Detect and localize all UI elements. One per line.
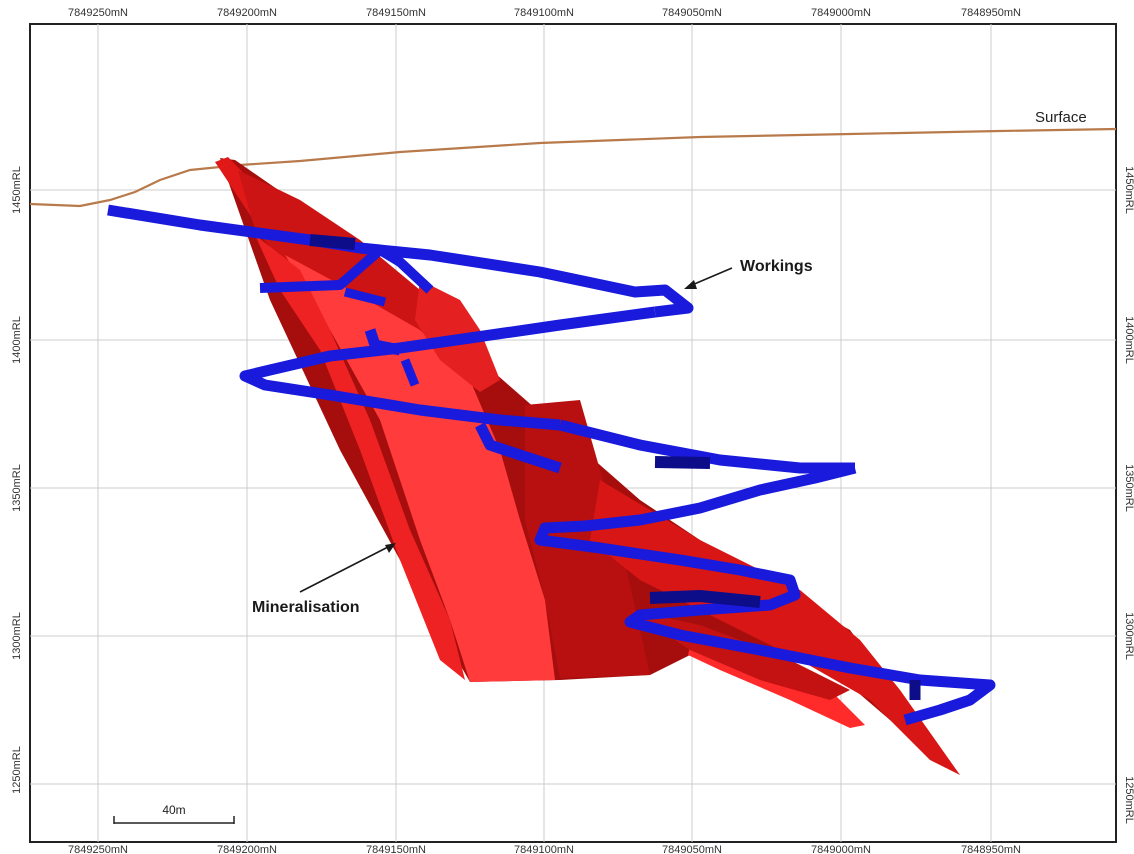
workings-accent-2 (364, 328, 402, 356)
bottom-tick-label: 7849200mN (217, 844, 277, 854)
annotation-arrows (299, 267, 733, 593)
workings-arrow-head (684, 280, 697, 289)
bottom-tick-label: 7849000mN (811, 844, 871, 854)
mineralisation-arrow-head (385, 543, 396, 553)
workings-accent-7 (343, 287, 387, 307)
top-tick-label: 7849150mN (366, 7, 426, 19)
top-northing-labels: 7849250mN 7849200mN 7849150mN 7849100mN … (68, 7, 1021, 19)
bottom-tick-label: 7849100mN (514, 844, 574, 854)
bottom-northing-labels: 7849250mN 7849200mN 7849150mN 7849100mN … (68, 844, 1021, 854)
scale-bar (113, 816, 235, 824)
top-tick-label: 7849250mN (68, 7, 128, 19)
scale-bar-label: 40m (162, 803, 185, 817)
right-level-label: 1250mRL (1123, 776, 1134, 824)
left-level-label: 1300mRL (11, 612, 23, 660)
top-tick-label: 7848950mN (961, 7, 1021, 19)
workings-decline-1 (259, 245, 434, 294)
right-level-label: 1450mRL (1123, 166, 1134, 214)
surface-line (29, 127, 1117, 208)
bottom-tick-label: 7849250mN (68, 844, 128, 854)
top-tick-label: 7849200mN (217, 7, 277, 19)
workings-accent-4 (654, 456, 711, 469)
left-level-label: 1400mRL (11, 316, 23, 364)
workings-arrow-line (691, 267, 733, 286)
mineralisation-arrow-line (299, 546, 389, 593)
right-level-labels: 1450mRL 1400mRL 1350mRL 1300mRL 1250mRL (1123, 166, 1134, 824)
mineral-face-main (285, 255, 555, 682)
bottom-tick-label: 7849150mN (366, 844, 426, 854)
workings-label: Workings (740, 258, 813, 275)
underground-workings (107, 204, 996, 726)
right-level-label: 1400mRL (1123, 316, 1134, 364)
workings-accent-3 (475, 422, 562, 474)
bottom-tick-label: 7849050mN (662, 844, 722, 854)
right-level-label: 1300mRL (1123, 612, 1134, 660)
mineral-tail-lower (590, 480, 960, 775)
mineral-face-left (255, 235, 465, 680)
workings-accent-1 (309, 234, 356, 250)
workings-accent-8 (400, 358, 420, 387)
left-level-label: 1350mRL (11, 464, 23, 512)
bottom-tick-label: 7848950mN (961, 844, 1021, 854)
top-tick-label: 7849050mN (662, 7, 722, 19)
workings-accent-5 (649, 590, 761, 608)
top-tick-label: 7849000mN (811, 7, 871, 19)
mineralisation-body (215, 157, 960, 775)
workings-drive-main (107, 204, 694, 318)
left-level-label: 1450mRL (11, 166, 23, 214)
surface-label: Surface (1035, 109, 1087, 126)
mineralisation-label: Mineralisation (252, 599, 360, 616)
right-level-label: 1350mRL (1123, 464, 1134, 512)
left-level-label: 1250mRL (11, 746, 23, 794)
top-tick-label: 7849100mN (514, 7, 574, 19)
workings-drive-3 (558, 419, 855, 474)
left-level-labels: 1450mRL 1400mRL 1350mRL 1300mRL 1250mRL (11, 166, 23, 794)
workings-drive-2 (239, 306, 656, 431)
